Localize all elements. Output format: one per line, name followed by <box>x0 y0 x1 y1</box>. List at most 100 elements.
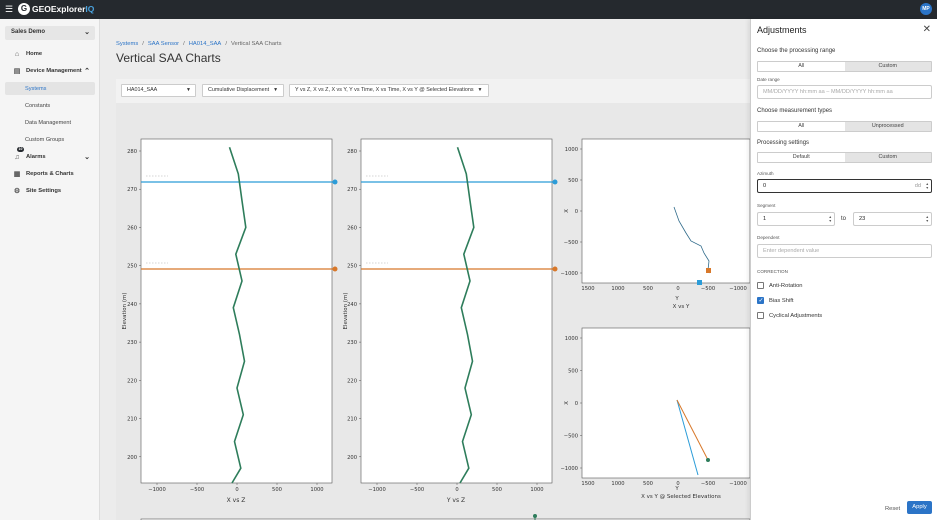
dependent-input[interactable]: Enter dependent value <box>757 244 932 258</box>
app-logo[interactable]: G GEOExplorerIQ <box>18 3 94 15</box>
measure-dropdown[interactable]: Cumulative Displacement ▼ <box>202 84 284 97</box>
sidebar-item-home[interactable]: ⌂ Home <box>0 47 100 61</box>
top-bar: ☰ G GEOExplorerIQ MP <box>0 0 937 19</box>
processing-settings-label: Processing settings <box>757 140 810 146</box>
y-tick-label: −500 <box>564 434 578 440</box>
sidebar-item-reports[interactable]: ▦ Reports & Charts <box>0 167 100 181</box>
x-tick-label: 0 <box>676 286 679 292</box>
org-select[interactable]: Sales Demo ⌄ <box>5 26 95 40</box>
chart-1-elevation-handle-blue[interactable] <box>332 179 338 185</box>
dependent-label: Dependent <box>757 235 780 240</box>
x-tick-label: −500 <box>701 286 715 292</box>
chart-2-profile-line <box>456 146 475 484</box>
azimuth-value: 0 <box>763 183 767 189</box>
chart-5-handle[interactable] <box>533 514 537 518</box>
sidebar-item-label: Site Settings <box>26 188 62 194</box>
device-icon: ▤ <box>13 68 21 75</box>
x-tick-label: 1500 <box>581 286 594 292</box>
breadcrumb-systems[interactable]: Systems <box>116 41 139 47</box>
x-tick-label: −1000 <box>148 487 166 493</box>
azimuth-label: Azimuth <box>757 171 774 176</box>
sensor-dropdown[interactable]: HA014_SAA ▼ <box>121 84 196 97</box>
measure-dropdown-value: Cumulative Displacement <box>208 87 270 93</box>
correction-anti-rotation[interactable]: Anti-Rotation <box>757 282 803 289</box>
org-name: Sales Demo <box>11 29 46 35</box>
logo-text: GEOExplorer <box>32 4 86 14</box>
chart-3-point-blue <box>697 280 702 285</box>
checkbox-bias-shift[interactable] <box>757 297 764 304</box>
chart-3-xaxis-letter: Y <box>674 296 679 302</box>
y-tick-label: 230 <box>347 340 357 346</box>
charts-svg[interactable]: 200 210 220 230 240 250 260 270 280 −1000 −500 0 50… <box>116 103 750 520</box>
main-content: Systems / SAA Sensor / HA014_SAA / Vertical… <box>101 19 750 520</box>
segment-to-value: 23 <box>859 216 866 222</box>
sidebar-subitem-custom-groups[interactable]: Custom Groups <box>25 136 65 143</box>
chart-2-elevation-handle-blue[interactable] <box>552 179 558 185</box>
sidebar-subitem-data-management[interactable]: Data Management <box>25 119 72 126</box>
processing-range-toggle: All Custom <box>757 61 932 72</box>
segment-from-value: 1 <box>763 216 767 222</box>
range-option-all[interactable]: All <box>798 63 805 69</box>
sidebar-item-label: Device Management <box>26 68 82 74</box>
date-range-input[interactable]: MM/DD/YYYY hh:mm aa – MM/DD/YYYY hh:mm a… <box>757 85 932 99</box>
chart-1-y-ticks: 200 210 220 230 240 250 260 270 280 <box>127 149 141 461</box>
azimuth-stepper-icon[interactable]: ▲ ▼ <box>925 182 929 190</box>
alarm-count-badge: 10 <box>17 147 24 152</box>
settings-option-default[interactable]: Default <box>792 154 810 160</box>
measurement-option-unprocessed[interactable]: Unprocessed <box>844 122 931 131</box>
measurement-option-all[interactable]: All <box>798 123 805 129</box>
y-tick-label: 240 <box>347 302 357 308</box>
chart-2-elevation-handle-orange[interactable] <box>552 266 558 272</box>
breadcrumb-saa-sensor[interactable]: SAA Sensor <box>147 41 180 47</box>
apply-button[interactable]: Apply <box>907 501 932 514</box>
y-tick-label: −1000 <box>560 466 578 472</box>
close-icon[interactable]: ✕ <box>922 24 931 35</box>
chart-4-y-ticks: 1000 500 0 −500 −1000 <box>560 336 582 472</box>
sidebar-item-device-management[interactable]: ▤ Device Management ⌃ <box>0 64 100 78</box>
segment-label: Segment <box>757 203 776 208</box>
hamburger-menu-icon[interactable]: ☰ <box>5 4 14 14</box>
chart-1-elevation-handle-orange[interactable] <box>332 266 338 272</box>
y-tick-label: 200 <box>347 455 357 461</box>
segment-from-stepper-icon[interactable]: ▲ ▼ <box>828 215 832 223</box>
segment-to-stepper-icon[interactable]: ▲ ▼ <box>925 215 929 223</box>
y-tick-label: −500 <box>564 240 578 246</box>
measurement-types-toggle: All Unprocessed <box>757 121 932 132</box>
breadcrumb-ha014-saa[interactable]: HA014_SAA <box>188 41 222 47</box>
azimuth-input[interactable]: 0 dd ▲ ▼ <box>757 179 932 193</box>
report-icon: ▦ <box>13 171 21 178</box>
sidebar-subitem-constants[interactable]: Constants <box>25 102 51 109</box>
y-tick-label: 230 <box>127 340 137 346</box>
correction-cyclical[interactable]: Cyclical Adjustments <box>757 312 822 319</box>
sidebar-subitem-systems[interactable]: Systems <box>5 82 95 95</box>
correction-bias-shift[interactable]: Bias Shift <box>757 297 794 304</box>
date-range-label: Date range <box>757 77 780 82</box>
sidebar-item-alarms[interactable]: ♫ 10 Alarms ⌄ <box>0 147 100 164</box>
range-option-custom[interactable]: Custom <box>844 62 931 71</box>
measurement-types-label: Choose measurement types <box>757 108 833 114</box>
x-tick-label: 500 <box>643 286 653 292</box>
settings-option-custom[interactable]: Custom <box>844 153 931 162</box>
views-dropdown[interactable]: Y vs Z, X vs Z, X vs Y, Y vs Time, X vs … <box>289 84 489 97</box>
sidebar-item-site-settings[interactable]: ⚙ Site Settings <box>0 184 100 198</box>
x-tick-label: 500 <box>643 481 653 487</box>
reset-button[interactable]: Reset <box>885 506 901 512</box>
user-avatar[interactable]: MP <box>920 3 932 15</box>
sidebar-item-label: Alarms <box>26 154 46 160</box>
checkbox-cyclical[interactable] <box>757 312 764 319</box>
segment-from-input[interactable]: 1 ▲ ▼ <box>757 212 835 226</box>
x-tick-label: 0 <box>235 487 238 493</box>
checkbox-anti-rotation[interactable] <box>757 282 764 289</box>
chart-y-vs-z: 200 210 220 230 240 250 260 270 280 −1000 −500 0 50… <box>343 138 558 504</box>
chart-1-ylabel: Elevation (m) <box>122 293 128 330</box>
caret-down-icon: ▼ <box>273 87 279 93</box>
segment-to-input[interactable]: 23 ▲ ▼ <box>853 212 932 226</box>
sidebar-item-label: Reports & Charts <box>26 171 74 177</box>
x-tick-label: −1000 <box>729 481 747 487</box>
chart-1-xlabel: X vs Z <box>227 497 246 504</box>
x-tick-label: 1000 <box>530 487 543 493</box>
azimuth-unit: dd <box>914 183 921 189</box>
y-tick-label: 500 <box>568 178 578 184</box>
y-tick-label: 500 <box>568 369 578 375</box>
